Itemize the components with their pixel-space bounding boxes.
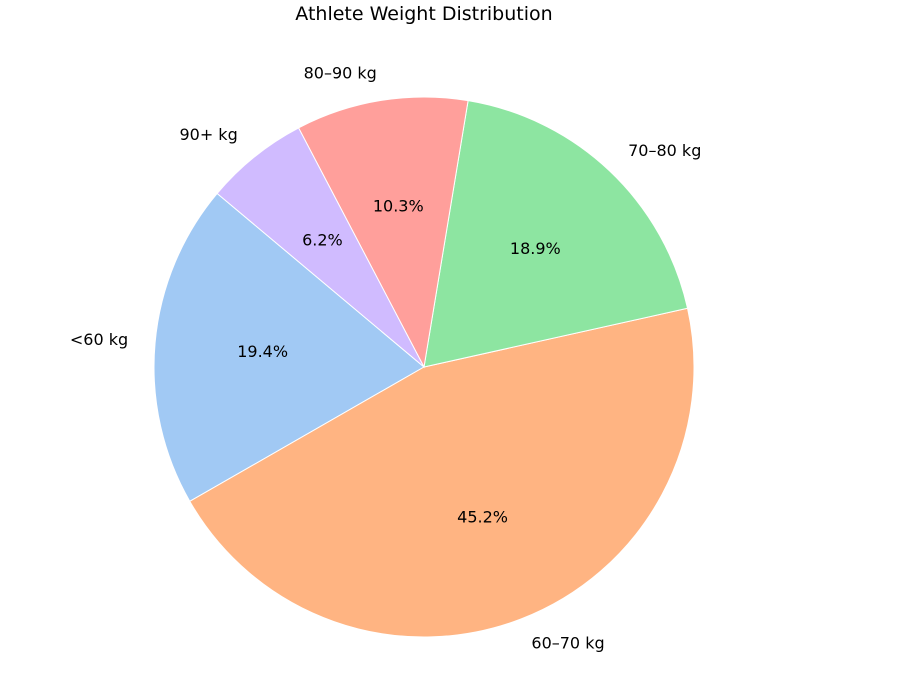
- pie-labels: <60 kg 19.4% 60–70 kg 45.2% 70–80 kg 18.9% 80–…: [70, 63, 701, 652]
- pie-slice-60-70-kg: [189, 307, 695, 638]
- slice-label-70-80-kg: 70–80 kg: [628, 141, 701, 160]
- slice-percent-70-80-kg: 18.9%: [510, 239, 561, 258]
- slice-label-90-kg: 90+ kg: [179, 125, 237, 144]
- pie-slice-60-kg: [153, 192, 425, 503]
- slice-label-80-90-kg: 80–90 kg: [304, 63, 377, 82]
- slice-percent-60-kg: 19.4%: [237, 342, 288, 361]
- slice-label-60-kg: <60 kg: [70, 330, 128, 349]
- pie-slices: [153, 96, 695, 638]
- slice-percent-80-90-kg: 10.3%: [373, 197, 424, 216]
- slice-label-60-70-kg: 60–70 kg: [531, 633, 604, 652]
- slice-percent-60-70-kg: 45.2%: [457, 508, 508, 527]
- chart-title: Athlete Weight Distribution: [295, 3, 552, 25]
- slice-percent-90-kg: 6.2%: [302, 230, 343, 249]
- pie-slice-80-90-kg: [297, 96, 469, 369]
- pie-slice-90-kg: [216, 127, 425, 368]
- pie-slice-70-80-kg: [423, 100, 689, 368]
